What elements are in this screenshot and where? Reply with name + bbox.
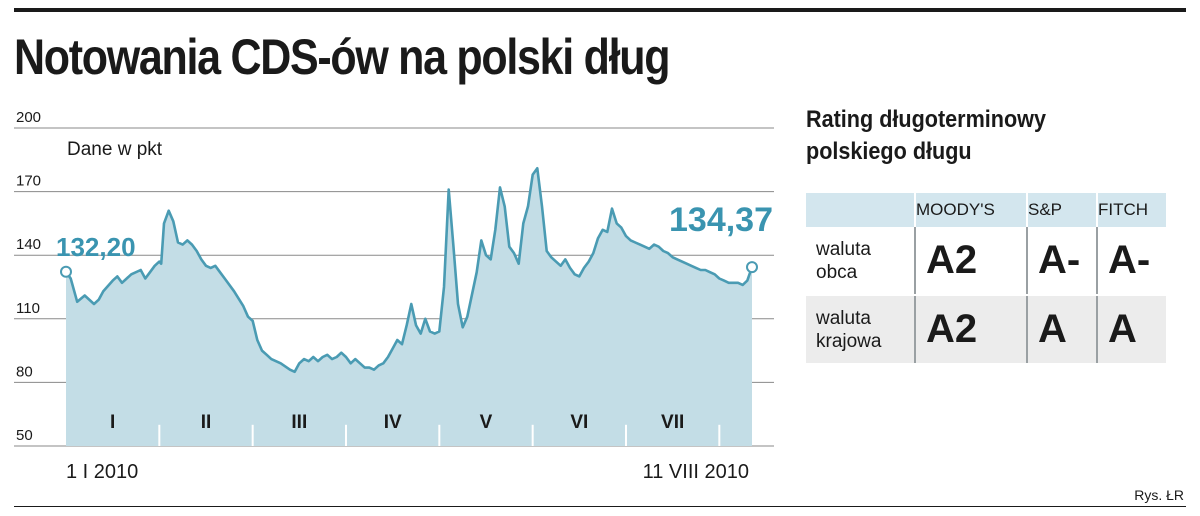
row-label-foreign: waluta obca [806,227,915,296]
grade-foreign-sp: A- [1026,227,1097,296]
grade-domestic-fitch: A [1096,295,1166,363]
y-tick-label: 140 [16,236,41,253]
month-label: VI [570,412,588,433]
credit: Rys. ŁR [1134,487,1184,503]
rating-header-row: MOODY'S S&P FITCH [806,193,1166,227]
start-value-label: 132,20 [56,232,136,262]
rating-table: MOODY'S S&P FITCH waluta obca A2 A- A- w… [806,193,1166,363]
row-label-foreign-line1: waluta [816,238,871,260]
start-point [60,265,72,278]
y-tick-label: 110 [16,300,40,317]
page-title: Notowania CDS-ów na polski dług [14,29,670,85]
month-label: V [480,412,493,433]
grade-domestic-moodys: A2 [914,295,1027,363]
agency-fitch: FITCH [1096,193,1166,227]
y-axis-labels: 200 170 140 110 80 50 [16,109,41,444]
end-value-label: 134,37 [669,201,773,239]
row-label-domestic: waluta krajowa [806,295,915,363]
unit-label: Dane w pkt [67,139,163,160]
month-label: II [201,412,212,433]
bottom-rule [14,506,1186,507]
grade-foreign-moodys: A2 [914,227,1027,296]
rating-header-empty [806,193,915,227]
area-fill [66,168,752,447]
grade-foreign-fitch: A- [1096,227,1166,296]
month-label: IV [384,412,402,433]
month-label: VII [661,412,684,433]
y-tick-label: 200 [16,109,41,126]
end-point [746,261,758,274]
month-dividers [158,424,721,446]
agency-moodys: MOODY'S [914,193,1027,227]
rating-title-line2: polskiego długu [806,138,972,165]
chart-area [60,167,758,447]
series-line [64,167,754,374]
y-tick-label: 170 [16,173,41,190]
x-start-label: 1 I 2010 [66,461,138,483]
month-label: III [291,412,307,433]
y-tick-label: 80 [16,363,33,380]
month-label: I [110,412,115,433]
month-labels: I II III IV V VI VII [110,412,684,433]
rating-row-domestic: waluta krajowa A2 A A [806,295,1166,363]
row-label-foreign-line2: obca [816,261,858,283]
grade-domestic-sp: A [1026,295,1097,363]
row-label-domestic-line2: krajowa [816,330,882,352]
y-tick-label: 50 [16,427,33,444]
x-end-label: 11 VIII 2010 [643,461,749,483]
rating-title-line1: Rating długoterminowy [806,106,1047,133]
rating-title: Rating długoterminowy polskiego długu [806,104,1046,168]
agency-sp: S&P [1026,193,1097,227]
top-rule [14,8,1186,12]
row-label-domestic-line1: waluta [816,307,871,329]
rating-row-foreign: waluta obca A2 A- A- [806,227,1166,296]
